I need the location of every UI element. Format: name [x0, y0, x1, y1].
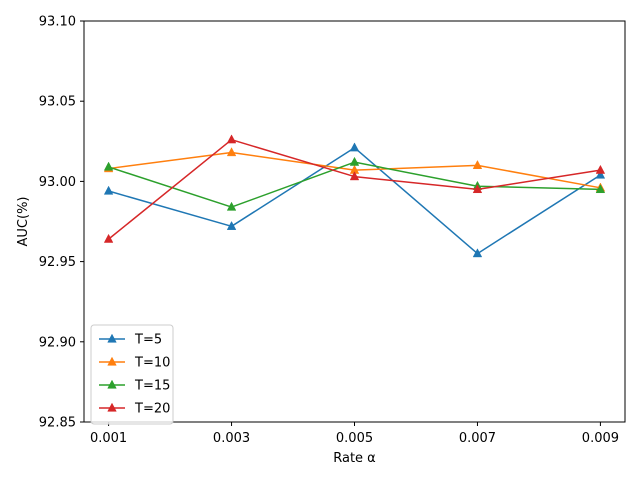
series-layer: [103, 134, 606, 258]
y-tick-label: 92.95: [39, 255, 76, 270]
y-axis-label: AUC(%): [16, 197, 31, 247]
series-T=20: [103, 134, 606, 243]
data-point: [595, 169, 606, 179]
data-point: [226, 201, 237, 211]
legend-entry: T=5: [99, 333, 162, 348]
x-tick-label: 0.005: [336, 431, 373, 446]
legend-label: T=20: [134, 402, 170, 417]
legend-marker: [107, 402, 117, 412]
legend-box: [90, 324, 174, 425]
legend-entry: T=15: [99, 379, 170, 394]
legend: T=5 T=10 T=15 T=20: [90, 324, 174, 425]
legend-marker: [107, 333, 117, 343]
y-tick-label: 93.05: [39, 95, 76, 110]
data-point: [103, 161, 114, 171]
data-point: [103, 185, 114, 195]
legend-label: T=5: [134, 333, 162, 348]
data-point: [349, 156, 360, 166]
legend-marker: [107, 379, 117, 389]
x-tick-label: 0.001: [90, 431, 127, 446]
legend-label: T=10: [134, 356, 170, 371]
data-point: [226, 134, 237, 144]
legend-entry: T=20: [99, 402, 170, 417]
data-point: [595, 164, 606, 174]
data-point: [349, 171, 360, 181]
data-point: [103, 233, 114, 243]
y-tick-label: 92.90: [39, 335, 76, 350]
y-tick-label: 93.00: [39, 175, 76, 190]
x-tick-label: 0.007: [459, 431, 496, 446]
data-point: [349, 142, 360, 152]
x-axis-label: Rate α: [333, 451, 376, 466]
legend-label: T=15: [134, 379, 170, 394]
y-tick-label: 93.10: [39, 15, 76, 30]
y-tick-label: 92.85: [39, 416, 76, 431]
series-T=5: [103, 142, 606, 258]
legend-entry: T=10: [99, 356, 170, 371]
plot-background: [84, 21, 625, 422]
data-point: [226, 147, 237, 157]
data-point: [472, 248, 483, 258]
x-tick-label: 0.003: [213, 431, 250, 446]
data-point: [472, 160, 483, 169]
legend-marker: [107, 356, 117, 366]
x-tick-label: 0.009: [582, 431, 619, 446]
y-axis: 92.85 92.90 92.95 93.00 93.05 93.10: [39, 15, 84, 431]
data-point: [472, 184, 483, 194]
data-point: [595, 184, 606, 194]
x-axis: 0.001 0.003 0.005 0.007 0.009: [90, 422, 619, 446]
series-T=15: [103, 156, 606, 211]
data-point: [226, 220, 237, 230]
